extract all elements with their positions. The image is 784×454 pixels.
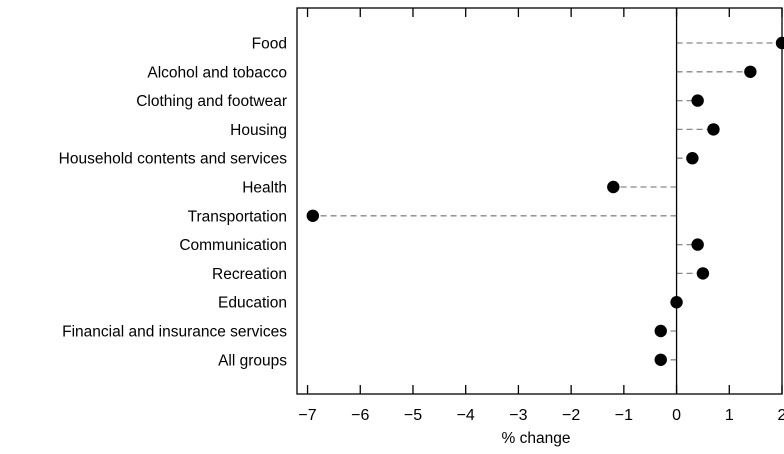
category-label: Food xyxy=(252,36,287,53)
x-tick-label: 0 xyxy=(672,407,681,424)
data-point xyxy=(775,36,784,50)
category-label: Financial and insurance services xyxy=(62,324,287,341)
plot-frame xyxy=(296,7,783,395)
x-tick-label: 1 xyxy=(725,407,734,424)
x-tick-label: −7 xyxy=(298,407,316,424)
category-label: Clothing and footwear xyxy=(136,93,287,110)
x-axis-title: % change xyxy=(502,430,571,447)
data-point xyxy=(654,324,667,338)
data-point xyxy=(306,209,320,222)
data-point xyxy=(670,296,683,309)
x-tick-label: −3 xyxy=(509,407,527,424)
category-label: Health xyxy=(242,180,287,197)
category-label: Household contents and services xyxy=(59,151,288,168)
category-label: Education xyxy=(218,295,287,312)
category-label: Alcohol and tobacco xyxy=(147,64,287,81)
data-point xyxy=(691,94,704,107)
data-point xyxy=(654,353,667,366)
x-tick-label: −1 xyxy=(615,407,633,424)
plot-border xyxy=(296,7,783,395)
data-point xyxy=(691,238,704,251)
data-point xyxy=(744,65,757,79)
data-point xyxy=(607,180,620,194)
data-point xyxy=(686,152,699,165)
x-tick-label: −4 xyxy=(457,407,475,424)
x-tick-label: 2 xyxy=(778,407,784,424)
x-tick-label: −5 xyxy=(404,407,422,424)
category-label: Recreation xyxy=(212,266,287,283)
x-tick-label: −6 xyxy=(351,407,369,424)
data-point xyxy=(696,267,710,280)
category-label: Communication xyxy=(179,237,287,254)
category-label: All groups xyxy=(218,352,287,369)
category-label: Transportation xyxy=(188,208,287,225)
x-axis-ticks: −7 −6 −5 −4 −3 −2 −1 0 1 2 xyxy=(298,8,784,424)
leader-lines xyxy=(312,42,782,361)
data-point xyxy=(707,123,720,136)
category-labels: Food Alcohol and tobacco Clothing and foot… xyxy=(59,36,288,370)
category-label: Housing xyxy=(230,122,287,139)
x-tick-label: −2 xyxy=(562,407,580,424)
data-points xyxy=(306,36,784,366)
